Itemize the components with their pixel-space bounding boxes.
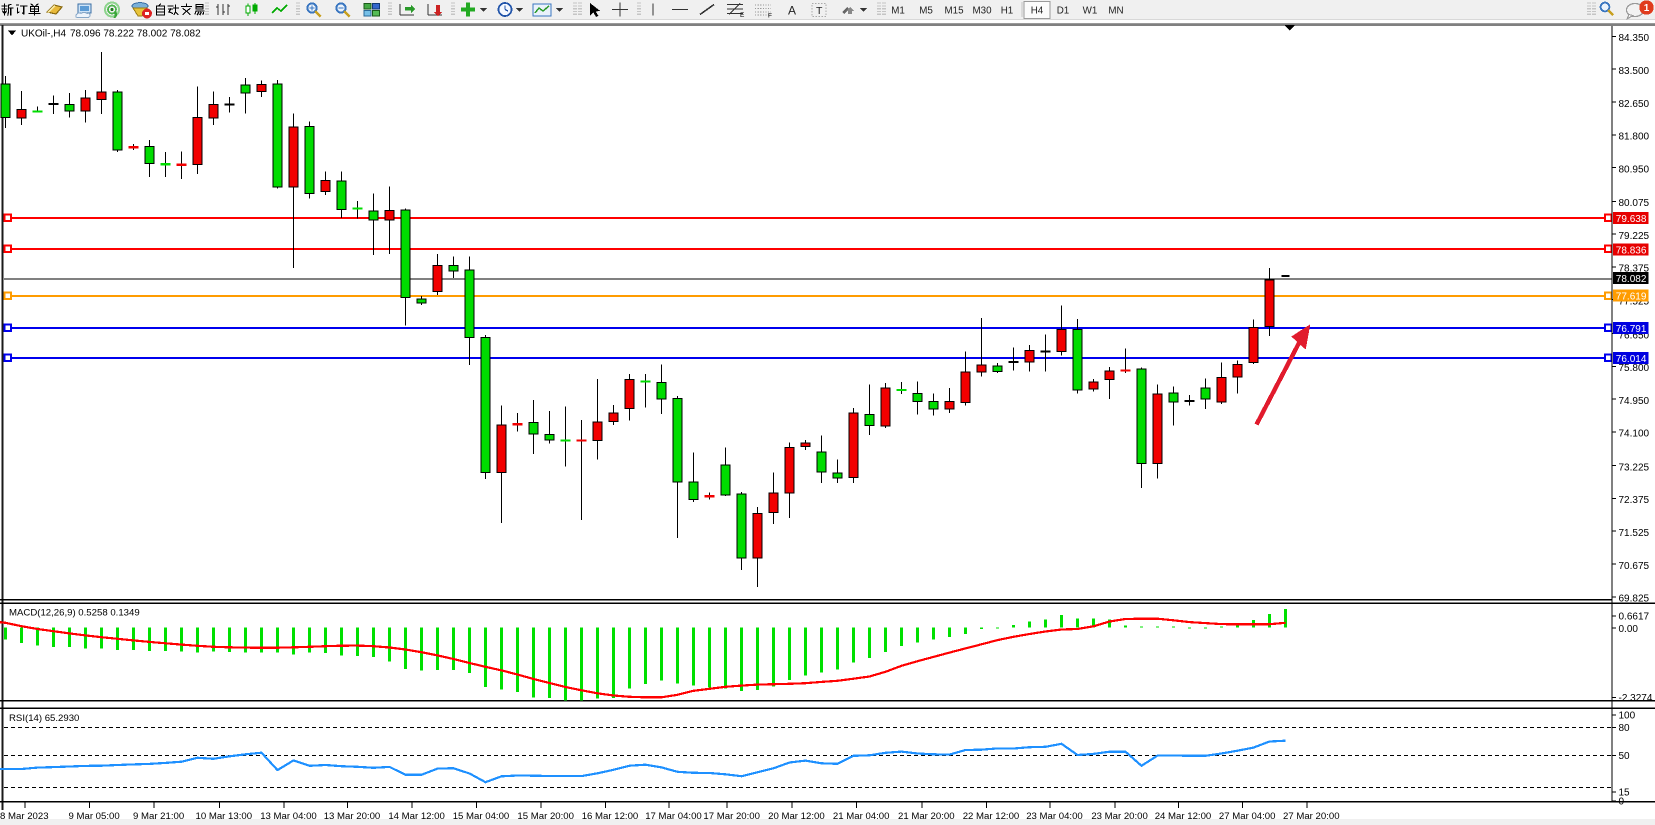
svg-text:21 Mar 20:00: 21 Mar 20:00 xyxy=(898,811,955,822)
svg-text:M15: M15 xyxy=(944,6,964,17)
svg-text:M5: M5 xyxy=(919,6,933,17)
svg-text:H4: H4 xyxy=(1031,6,1044,17)
svg-text:84.350: 84.350 xyxy=(1619,33,1650,44)
svg-text:16 Mar 12:00: 16 Mar 12:00 xyxy=(582,811,639,822)
svg-text:74.950: 74.950 xyxy=(1619,396,1650,407)
svg-text:17 Mar 20:00: 17 Mar 20:00 xyxy=(703,811,760,822)
svg-text:79.225: 79.225 xyxy=(1619,231,1650,242)
svg-text:80.950: 80.950 xyxy=(1619,164,1650,175)
svg-text:RSI(14) 65.2930: RSI(14) 65.2930 xyxy=(9,713,79,724)
svg-text:20 Mar 12:00: 20 Mar 12:00 xyxy=(768,811,825,822)
svg-text:21 Mar 04:00: 21 Mar 04:00 xyxy=(833,811,890,822)
svg-text:M1: M1 xyxy=(891,6,905,17)
svg-text:83.500: 83.500 xyxy=(1619,66,1650,77)
svg-text:80: 80 xyxy=(1619,723,1631,734)
svg-text:-2.3274: -2.3274 xyxy=(1619,693,1653,704)
svg-text:9 Mar 05:00: 9 Mar 05:00 xyxy=(68,811,119,822)
svg-text:MACD(12,26,9) 0.5258 0.1349: MACD(12,26,9) 0.5258 0.1349 xyxy=(9,608,140,619)
svg-text:23 Mar 20:00: 23 Mar 20:00 xyxy=(1091,811,1148,822)
svg-text:M30: M30 xyxy=(972,6,992,17)
svg-text:H1: H1 xyxy=(1001,6,1014,17)
svg-text:78.375: 78.375 xyxy=(1619,264,1650,275)
svg-text:13 Mar 20:00: 13 Mar 20:00 xyxy=(324,811,381,822)
svg-text:MN: MN xyxy=(1108,6,1123,17)
svg-text:15 Mar 04:00: 15 Mar 04:00 xyxy=(453,811,510,822)
svg-text:27 Mar 04:00: 27 Mar 04:00 xyxy=(1219,811,1276,822)
svg-text:76.014: 76.014 xyxy=(1616,354,1647,365)
svg-text:73.225: 73.225 xyxy=(1619,462,1650,473)
svg-text:9 Mar 21:00: 9 Mar 21:00 xyxy=(133,811,184,822)
svg-text:72.375: 72.375 xyxy=(1619,495,1650,506)
svg-text:W1: W1 xyxy=(1083,6,1098,17)
svg-text:15: 15 xyxy=(1619,788,1631,799)
svg-text:50: 50 xyxy=(1619,751,1631,762)
svg-text:22 Mar 12:00: 22 Mar 12:00 xyxy=(963,811,1020,822)
svg-text:D1: D1 xyxy=(1057,6,1070,17)
svg-text:77.619: 77.619 xyxy=(1616,291,1647,302)
svg-text:8 Mar 2023: 8 Mar 2023 xyxy=(0,811,49,822)
svg-text:10 Mar 13:00: 10 Mar 13:00 xyxy=(196,811,253,822)
svg-text:100: 100 xyxy=(1619,711,1636,722)
svg-text:71.525: 71.525 xyxy=(1619,528,1650,539)
svg-text:70.675: 70.675 xyxy=(1619,561,1650,572)
svg-text:15 Mar 20:00: 15 Mar 20:00 xyxy=(517,811,574,822)
svg-text:A: A xyxy=(788,4,796,18)
svg-text:17 Mar 04:00: 17 Mar 04:00 xyxy=(645,811,702,822)
svg-text:27 Mar 20:00: 27 Mar 20:00 xyxy=(1283,811,1340,822)
svg-text:78.096 78.222 78.002 78.082: 78.096 78.222 78.002 78.082 xyxy=(70,28,201,39)
svg-text:0.00: 0.00 xyxy=(1619,624,1639,635)
svg-text:T: T xyxy=(816,5,823,17)
svg-text:0: 0 xyxy=(1619,796,1625,807)
svg-text:F: F xyxy=(768,13,772,20)
svg-text:81.800: 81.800 xyxy=(1619,132,1650,143)
svg-text:14 Mar 12:00: 14 Mar 12:00 xyxy=(388,811,445,822)
svg-text:74.100: 74.100 xyxy=(1619,429,1650,440)
svg-text:82.650: 82.650 xyxy=(1619,99,1650,110)
svg-text:69.825: 69.825 xyxy=(1619,594,1650,605)
svg-text:78.836: 78.836 xyxy=(1616,245,1647,256)
svg-text:UKOil-,H4: UKOil-,H4 xyxy=(21,28,66,39)
svg-text:79.638: 79.638 xyxy=(1616,214,1647,225)
svg-text:76.791: 76.791 xyxy=(1616,324,1647,335)
svg-text:24 Mar 12:00: 24 Mar 12:00 xyxy=(1155,811,1212,822)
svg-text:13 Mar 04:00: 13 Mar 04:00 xyxy=(260,811,317,822)
svg-text:76.650: 76.650 xyxy=(1619,330,1650,341)
svg-text:0.6617: 0.6617 xyxy=(1619,612,1650,623)
svg-text:77.525: 77.525 xyxy=(1619,297,1650,308)
svg-text:78.082: 78.082 xyxy=(1616,274,1647,285)
svg-text:E: E xyxy=(740,12,745,19)
svg-text:75.800: 75.800 xyxy=(1619,363,1650,374)
svg-text:80.075: 80.075 xyxy=(1619,198,1650,209)
svg-text:1: 1 xyxy=(1644,3,1650,14)
svg-text:23 Mar 04:00: 23 Mar 04:00 xyxy=(1026,811,1083,822)
